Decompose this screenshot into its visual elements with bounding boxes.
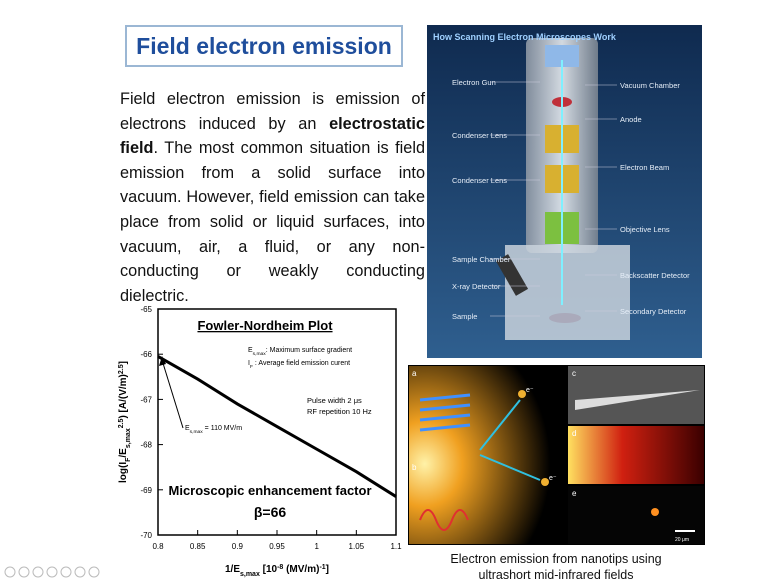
- text-part: /E: [118, 448, 129, 458]
- text-part: ]: [326, 564, 329, 575]
- text-part: [10: [260, 564, 278, 575]
- x-tick-label: 0.95: [269, 542, 285, 551]
- panel-label: a: [412, 369, 417, 378]
- text-part: 2.5: [118, 418, 125, 428]
- panel-d: [568, 426, 704, 484]
- sem-title: How Scanning Electron Microscopes Work: [433, 32, 617, 42]
- text-part: = 110 MV/m: [203, 425, 243, 432]
- y-tick-label: -68: [140, 441, 152, 450]
- plot-title: Fowler-Nordheim Plot: [197, 318, 333, 333]
- panel-e: [568, 486, 704, 544]
- sem-label: X-ray Detector: [452, 282, 501, 291]
- annotation: Pulse width 2 μs: [307, 396, 362, 405]
- caption: Electron emission from nanotips using: [450, 552, 661, 566]
- panel-c: [568, 366, 704, 424]
- icon: [5, 567, 15, 577]
- panel-label: e: [572, 489, 577, 498]
- sem-label: Vacuum Chamber: [620, 81, 680, 90]
- y-tick-label: -65: [140, 305, 152, 314]
- rich-text: log(IF/Es,max2.5) [A/(V/m)2.5]: [118, 361, 132, 483]
- electron-label: e⁻: [549, 475, 557, 482]
- icon: [75, 567, 85, 577]
- slide: {"title": "Field electron emission", "pa…: [0, 0, 767, 581]
- x-tick-label: 1: [314, 542, 319, 551]
- text-part: s,max: [125, 428, 132, 448]
- icon: [89, 567, 99, 577]
- text-part: (MV/m): [283, 564, 319, 575]
- y-tick-label: -66: [140, 350, 152, 359]
- sem-label: Electron Gun: [452, 78, 496, 87]
- panel-label: d: [572, 429, 576, 438]
- text-part: 2.5: [118, 364, 125, 374]
- text-part: s,max: [240, 571, 260, 578]
- y-tick-label: -69: [140, 486, 152, 495]
- sem-label: Condenser Lens: [452, 131, 507, 140]
- electron: [518, 390, 526, 398]
- annotation: Microscopic enhancement factor: [169, 483, 372, 498]
- sem-label: Sample Chamber: [452, 255, 511, 264]
- icon: [19, 567, 29, 577]
- icon: [47, 567, 57, 577]
- electron-label: e⁻: [526, 387, 534, 394]
- x-tick-label: 0.85: [190, 542, 206, 551]
- text-part: s,max: [190, 430, 204, 435]
- text-part: log(I: [118, 462, 129, 483]
- sem-label: Backscatter Detector: [620, 271, 690, 280]
- sem-label: Condenser Lens: [452, 176, 507, 185]
- annotation: RF repetition 10 Hz: [307, 407, 372, 416]
- panel-ab: [409, 366, 566, 544]
- text-part: ]: [118, 361, 129, 364]
- sem-label: Sample: [452, 312, 477, 321]
- panel-label: c: [572, 369, 576, 378]
- x-tick-label: 0.8: [152, 542, 164, 551]
- x-tick-label: 0.9: [232, 542, 244, 551]
- text-part: ) [A/(V/m): [118, 374, 129, 418]
- page: Field electron emission html, body { mar…: [0, 0, 767, 581]
- x-tick-label: 1.05: [349, 542, 365, 551]
- y-tick-label: -70: [140, 531, 152, 540]
- sem-label: Secondary Detector: [620, 307, 687, 316]
- scale-label: 20 μm: [675, 537, 689, 543]
- annotation: β=66: [254, 504, 287, 520]
- sem-label: Objective Lens: [620, 225, 670, 234]
- caption: ultrashort mid-infrared fields: [479, 568, 634, 581]
- text-part: s,max: [253, 352, 267, 357]
- x-tick-label: 1.1: [390, 542, 402, 551]
- y-tick-label: -67: [140, 395, 152, 404]
- toolbar: [5, 567, 99, 577]
- icon: [33, 567, 43, 577]
- plot-frame: [158, 309, 396, 535]
- panel-label: b: [412, 463, 417, 472]
- scale-bar: [675, 530, 695, 532]
- sem-label: Electron Beam: [620, 163, 669, 172]
- sem-label: Anode: [620, 115, 642, 124]
- sample-stage: [549, 313, 581, 323]
- spot: [651, 508, 659, 516]
- nanotip-figure: a b c d e e⁻ e⁻ 20 μm Electron emission …: [408, 365, 705, 581]
- electron: [541, 478, 549, 486]
- text-part: 1/E: [225, 564, 240, 575]
- text-part: : Average field emission curent: [253, 360, 350, 367]
- rich-text: 1/Es,max [10-8 (MV/m)-1]: [225, 564, 329, 578]
- icon: [61, 567, 71, 577]
- plot: -65 -66 -67 -68 -69 -700.8 0.85 0.9 0.95 1 1.05 1.1…: [118, 305, 403, 578]
- sem-figure: How Scanning Electron Microscopes Work E…: [427, 25, 702, 358]
- text-part: : Maximum surface gradient: [266, 347, 352, 354]
- figures: How Scanning Electron Microscopes Work E…: [0, 0, 767, 581]
